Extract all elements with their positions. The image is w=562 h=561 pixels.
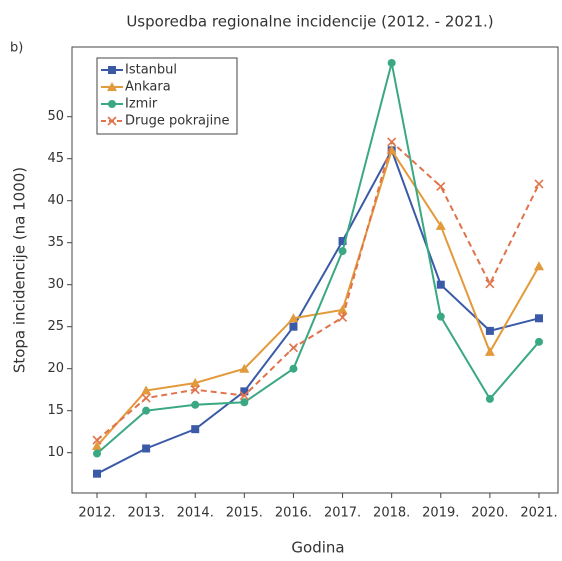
point: [535, 314, 543, 323]
y-tick-label: 10: [47, 445, 64, 460]
series-line: [96, 140, 540, 441]
y-tick-label: 40: [47, 193, 64, 208]
point: [240, 387, 249, 396]
y-axis-label: Stopa incidencije (na 1000): [11, 167, 29, 373]
y-tick-label: 45: [47, 151, 64, 166]
point: [485, 394, 494, 403]
plot-frame: [71, 46, 559, 494]
y-tick-label: 30: [47, 277, 64, 292]
panel-label: b): [10, 41, 23, 56]
y-tick-label: 20: [47, 361, 64, 376]
point: [288, 313, 299, 323]
point: [435, 220, 446, 230]
legend-text: Izmir: [125, 97, 158, 112]
point: [239, 391, 249, 401]
x-tick-label: 2014.: [177, 506, 214, 521]
point: [239, 363, 250, 373]
x-tick-label: 2018.: [373, 506, 410, 521]
point: [92, 440, 102, 450]
point: [191, 400, 200, 409]
point: [107, 82, 117, 91]
point: [338, 237, 347, 246]
series-line: [96, 147, 540, 447]
point: [436, 181, 446, 191]
x-tick-label: 2015.: [226, 506, 263, 521]
point: [337, 304, 348, 314]
point: [93, 449, 101, 458]
legend: Istanbul Ankara Izmir Druge pokrajine: [96, 57, 238, 135]
point: [141, 393, 151, 403]
legend-text: Istanbul: [125, 63, 177, 78]
point: [108, 66, 116, 74]
point: [534, 179, 544, 189]
series-line: [96, 62, 540, 455]
y-tick-label: 50: [47, 109, 64, 124]
point: [141, 385, 152, 395]
x-tick-label: 2012.: [78, 506, 115, 521]
x-tick-label: 2016.: [275, 506, 312, 521]
point: [535, 337, 543, 346]
point: [485, 279, 495, 289]
point: [387, 137, 397, 147]
x-axis-label: Godina: [291, 539, 344, 557]
y-tick-label: 25: [47, 319, 64, 334]
x-tick-label: 2017.: [324, 506, 361, 521]
series-line: [96, 147, 540, 475]
point: [337, 312, 348, 323]
legend-text: Ankara: [125, 80, 171, 95]
point: [485, 326, 494, 335]
point: [108, 100, 116, 108]
x-tick-label: 2021.: [520, 506, 557, 521]
point: [436, 312, 445, 321]
point: [484, 346, 495, 356]
point: [387, 58, 396, 67]
point: [107, 116, 117, 126]
point: [289, 322, 298, 331]
point: [190, 385, 200, 395]
point: [240, 398, 249, 407]
x-tick-label: 2019.: [422, 506, 459, 521]
y-tick-label: 15: [47, 403, 64, 418]
point: [93, 469, 101, 478]
point: [142, 406, 151, 415]
x-tick-label: 2020.: [471, 506, 508, 521]
point: [436, 280, 445, 289]
point: [534, 261, 544, 271]
legend-text: Druge pokrajine: [125, 114, 229, 129]
point: [190, 377, 201, 387]
point: [92, 435, 102, 445]
chart-title: Usporedba regionalne incidencije (2012. …: [126, 13, 493, 31]
x-tick-label: 2013.: [128, 506, 165, 521]
point: [338, 247, 347, 256]
point: [288, 343, 299, 353]
point: [191, 425, 200, 434]
y-tick-label: 35: [47, 235, 64, 250]
point: [142, 444, 151, 453]
point: [289, 364, 298, 373]
